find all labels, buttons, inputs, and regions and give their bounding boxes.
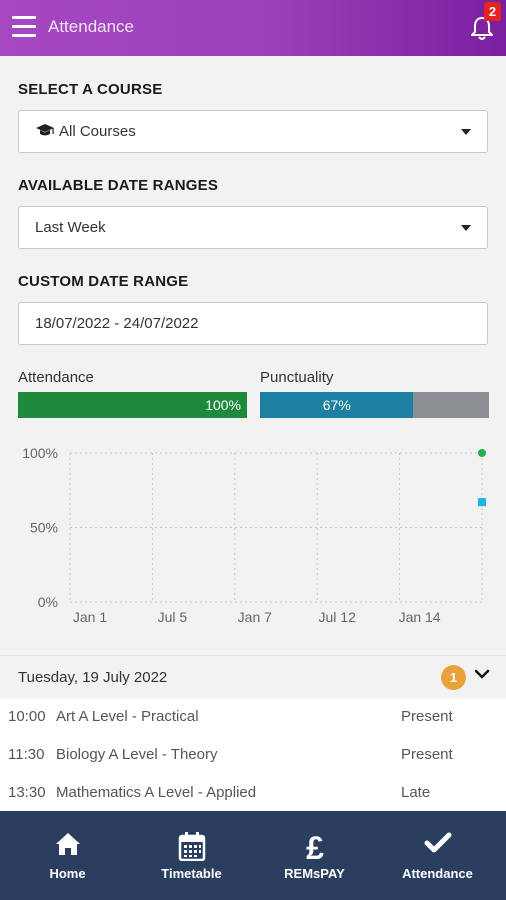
- app-header: Attendance 2: [0, 0, 506, 56]
- session-status: Late: [401, 784, 431, 801]
- y-tick-label: 50%: [30, 520, 58, 536]
- check-icon: [424, 832, 451, 853]
- session-name: Mathematics A Level - Applied: [56, 784, 257, 801]
- session-status: Present: [401, 708, 453, 725]
- nav-attendance[interactable]: Attendance: [387, 811, 488, 900]
- session-name: Biology A Level - Theory: [56, 746, 218, 763]
- session-name: Art A Level - Practical: [56, 708, 199, 725]
- attendance-bar: 100%: [18, 392, 247, 418]
- x-tick-label: Jan 7: [238, 609, 272, 625]
- punctuality-bar: 67%: [260, 392, 489, 418]
- nav-home-label: Home: [49, 866, 86, 881]
- day-date: Tuesday, 19 July 2022: [18, 669, 168, 686]
- nav-timetable-label: Timetable: [161, 866, 222, 881]
- caret-down-icon: [461, 225, 471, 231]
- x-tick-label: Jan 14: [399, 609, 441, 625]
- session-status: Present: [401, 746, 453, 763]
- graduation-cap-icon: [36, 124, 54, 136]
- course-label: SELECT A COURSE: [18, 81, 163, 98]
- x-tick-label: Jul 5: [158, 609, 188, 625]
- page-title: Attendance: [48, 17, 135, 36]
- attendance-label: Attendance: [18, 369, 94, 386]
- session-time: 13:30: [8, 784, 46, 801]
- punctuality-bar-fill: [260, 392, 414, 418]
- range-select-value: Last Week: [35, 219, 106, 236]
- punctuality-percent: 67%: [322, 397, 351, 413]
- nav-timetable[interactable]: Timetable: [141, 811, 242, 900]
- day-header[interactable]: Tuesday, 19 July 2022: [0, 655, 506, 699]
- range-label: AVAILABLE DATE RANGES: [18, 177, 219, 194]
- attendance-chart: 100% 50% 0% Jan 1 Jul 5 Jan 7 Jul 12 Jan 14: [22, 445, 486, 625]
- punctuality-label: Punctuality: [260, 369, 334, 386]
- pound-icon: £: [306, 831, 324, 863]
- session-time: 10:00: [8, 708, 46, 725]
- caret-down-icon: [461, 129, 471, 135]
- nav-remspay[interactable]: £ REMsPAY: [264, 811, 365, 900]
- session-count-badge: 1: [441, 665, 466, 690]
- range-select[interactable]: Last Week: [18, 206, 488, 249]
- attendance-percent: 100%: [205, 397, 241, 413]
- data-point: [478, 449, 486, 457]
- session-time: 11:30: [8, 746, 45, 763]
- bottom-nav: Home Timetable £ REMsPAY Attendance: [0, 811, 506, 900]
- calendar-icon: [178, 832, 205, 861]
- x-tick-label: Jan 1: [73, 609, 107, 625]
- svg-text:£: £: [306, 831, 324, 863]
- session-row[interactable]: 13:30 Mathematics A Level - Applied Late: [0, 775, 506, 813]
- course-select-value: All Courses: [59, 123, 136, 140]
- y-tick-label: 100%: [22, 445, 58, 461]
- session-row[interactable]: 10:00 Art A Level - Practical Present: [0, 699, 506, 737]
- attendance-bar-fill: [18, 392, 247, 418]
- session-row[interactable]: 11:30 Biology A Level - Theory Present: [0, 737, 506, 775]
- custom-range-value: 18/07/2022 - 24/07/2022: [35, 315, 199, 332]
- custom-range-label: CUSTOM DATE RANGE: [18, 273, 189, 290]
- custom-range-input[interactable]: 18/07/2022 - 24/07/2022: [18, 302, 488, 345]
- notification-badge: 2: [484, 2, 501, 21]
- nav-attendance-label: Attendance: [402, 866, 473, 881]
- x-tick-label: Jul 12: [319, 609, 357, 625]
- nav-remspay-label: REMsPAY: [284, 866, 345, 881]
- nav-home[interactable]: Home: [17, 811, 118, 900]
- home-icon: [55, 833, 80, 855]
- menu-icon[interactable]: [12, 16, 36, 38]
- chevron-down-icon[interactable]: [474, 668, 490, 680]
- data-point: [478, 498, 486, 507]
- session-list: 10:00 Art A Level - Practical Present 11…: [0, 699, 506, 811]
- y-tick-label: 0%: [38, 594, 58, 610]
- course-select[interactable]: All Courses: [18, 110, 488, 153]
